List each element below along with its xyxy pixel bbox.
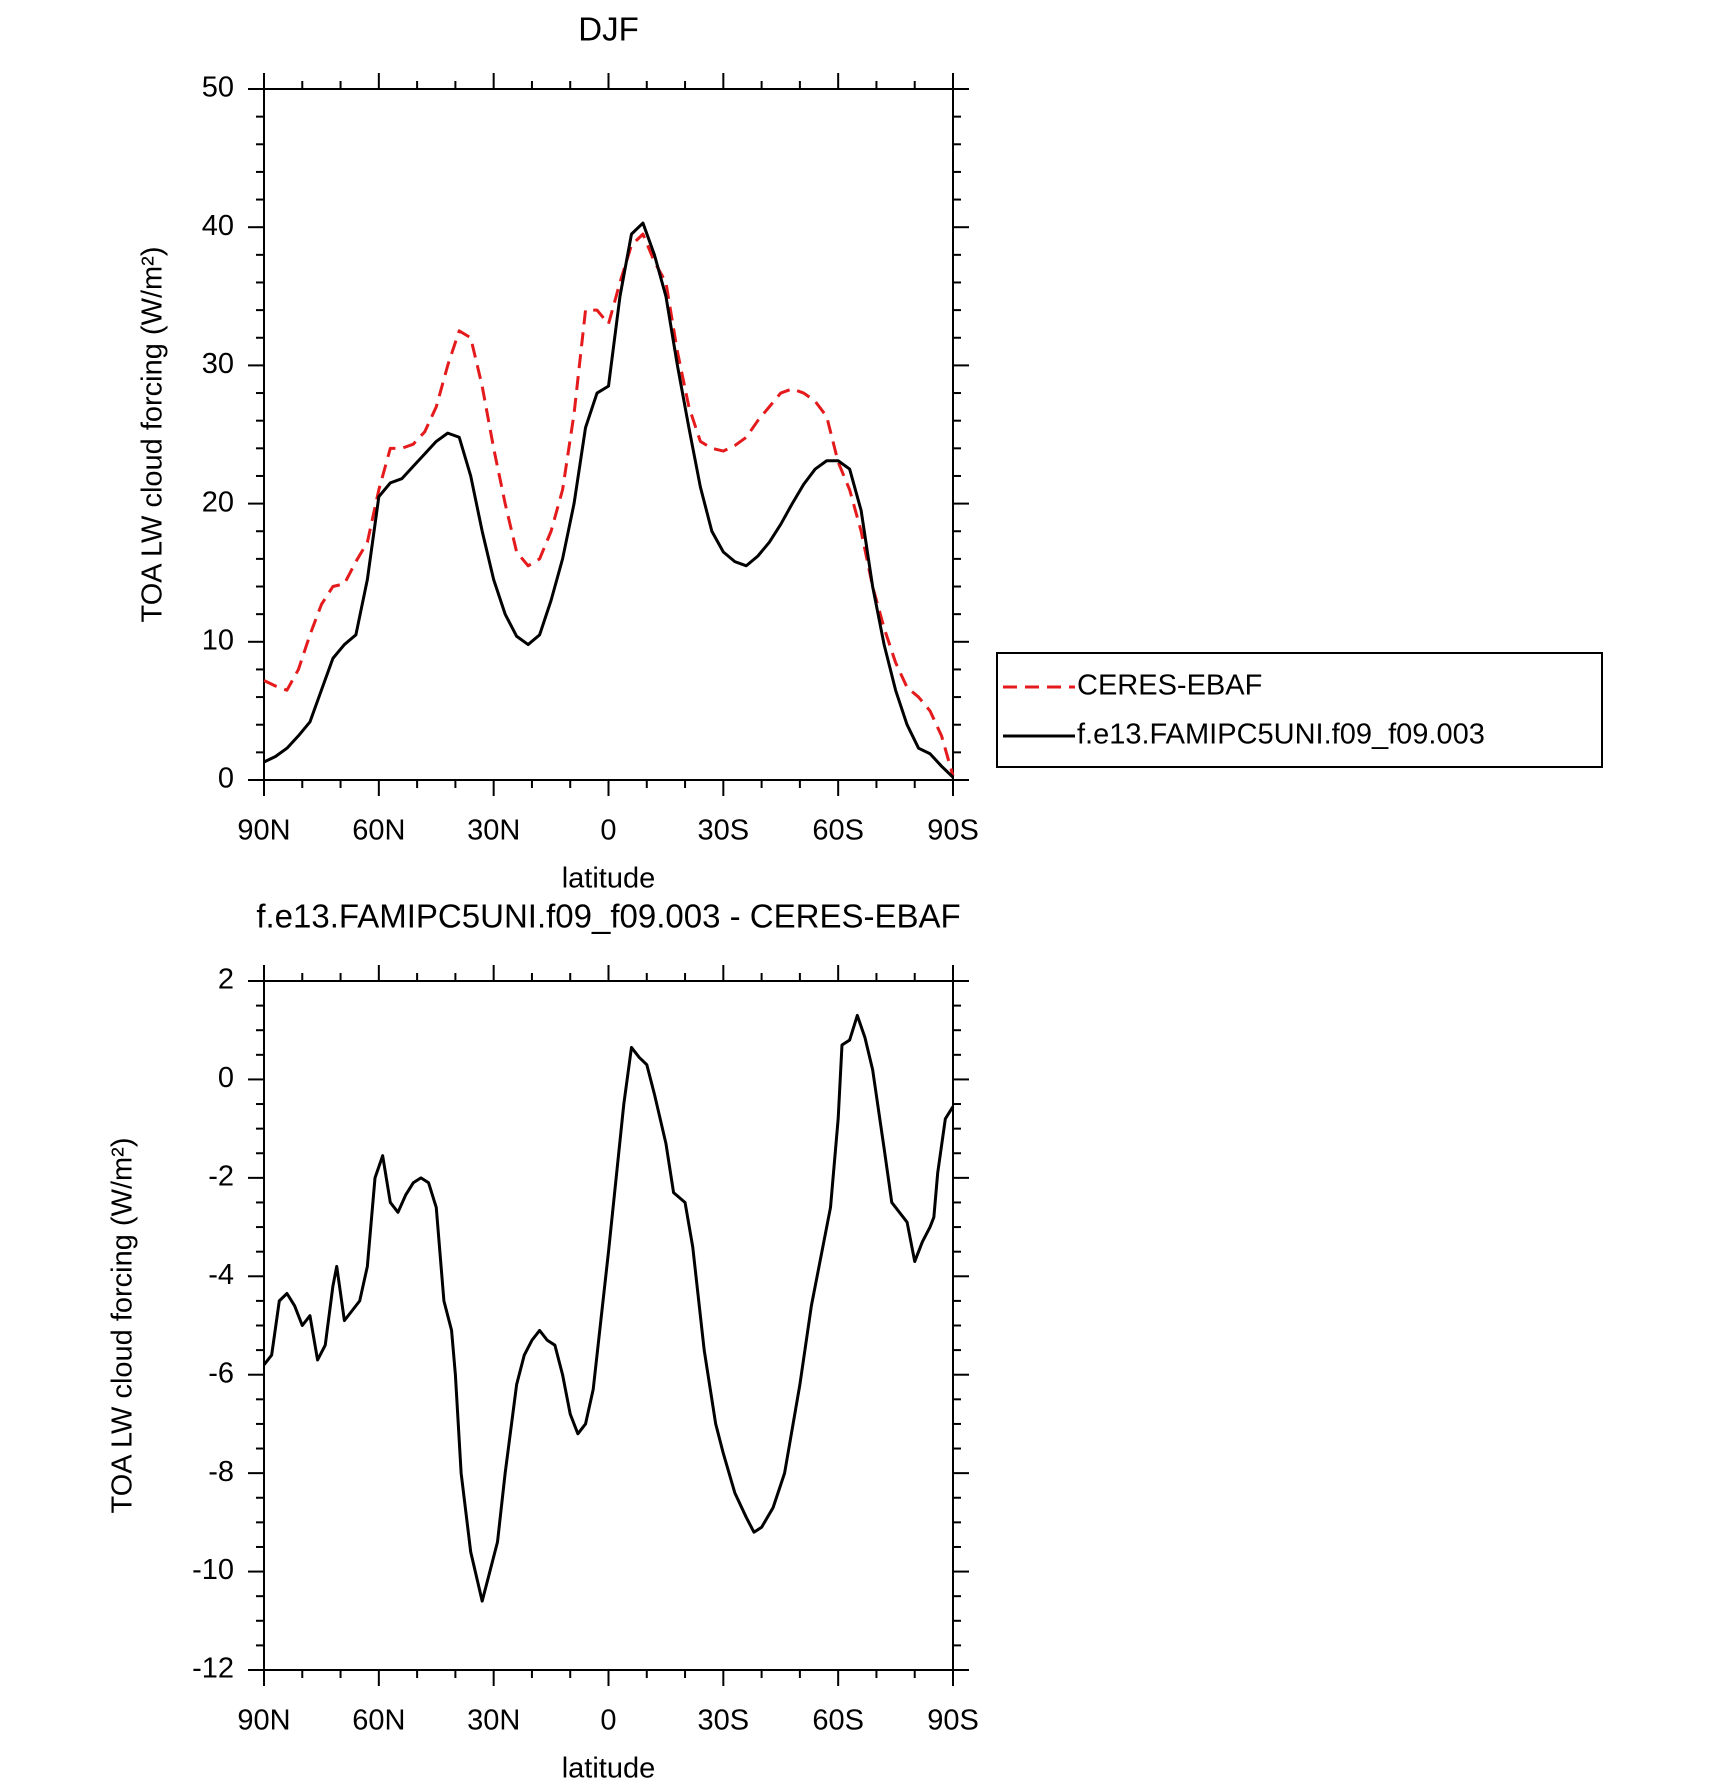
y-tick-label: -10 — [192, 1554, 234, 1586]
legend-label: f.e13.FAMIPC5UNI.f09_f09.003 — [1077, 719, 1485, 751]
plot-frame — [263, 980, 954, 1671]
y-tick-label: 10 — [202, 624, 234, 656]
y-tick-label: -6 — [208, 1357, 234, 1389]
x-tick-label: 60S — [812, 1705, 864, 1737]
y-tick-label: 30 — [202, 348, 234, 380]
y-tick-label: -2 — [208, 1161, 234, 1193]
chart-title: f.e13.FAMIPC5UNI.f09_f09.003 - CERES-EBA… — [256, 898, 960, 935]
y-tick-label: 40 — [202, 210, 234, 242]
x-tick-label: 90N — [237, 815, 290, 847]
legend-label: CERES-EBAF — [1077, 670, 1262, 702]
y-tick-label: 0 — [218, 1062, 234, 1094]
x-tick-label: 90N — [237, 1705, 290, 1737]
data-line — [263, 221, 955, 779]
x-tick-label: 0 — [600, 815, 616, 847]
x-tick-label: 90S — [927, 815, 979, 847]
y-tick-label: 50 — [202, 72, 234, 104]
x-tick-label: 60S — [812, 815, 864, 847]
x-tick-label: 30N — [467, 815, 520, 847]
data-line — [263, 232, 955, 777]
y-tick-label: 2 — [218, 964, 234, 996]
x-tick-label: 90S — [927, 1705, 979, 1737]
y-tick-label: -12 — [192, 1653, 234, 1685]
y-tick-label: 0 — [218, 763, 234, 795]
data-line — [262, 1013, 955, 1603]
x-tick-label: 30N — [467, 1705, 520, 1737]
y-tick-label: -8 — [208, 1456, 234, 1488]
plot-frame — [263, 88, 954, 781]
x-tick-label: 60N — [352, 815, 405, 847]
x-tick-label: 0 — [600, 1705, 616, 1737]
x-axis-label: latitude — [562, 863, 656, 895]
x-tick-label: 60N — [352, 1705, 405, 1737]
y-tick-label: -4 — [208, 1259, 234, 1291]
x-axis-label: latitude — [562, 1753, 656, 1785]
x-tick-label: 30S — [698, 815, 750, 847]
x-tick-label: 30S — [698, 1705, 750, 1737]
y-axis-label: TOA LW cloud forcing (W/m²) — [107, 1138, 139, 1514]
chart-title: DJF — [578, 11, 639, 48]
y-axis-label: TOA LW cloud forcing (W/m²) — [137, 247, 169, 623]
y-tick-label: 20 — [202, 486, 234, 518]
legend-box — [996, 652, 1603, 768]
